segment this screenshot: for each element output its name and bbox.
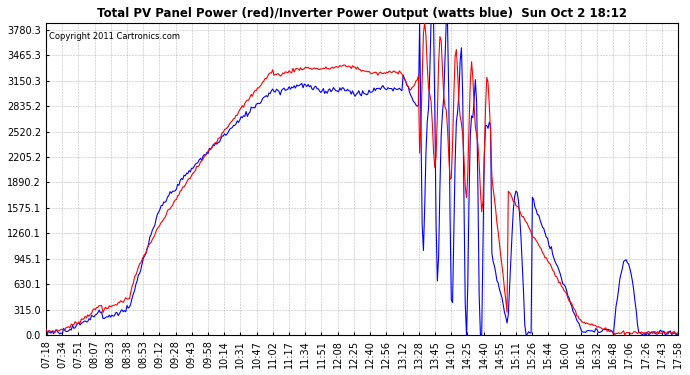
Title: Total PV Panel Power (red)/Inverter Power Output (watts blue)  Sun Oct 2 18:12: Total PV Panel Power (red)/Inverter Powe… — [97, 7, 627, 20]
Text: Copyright 2011 Cartronics.com: Copyright 2011 Cartronics.com — [49, 32, 180, 41]
